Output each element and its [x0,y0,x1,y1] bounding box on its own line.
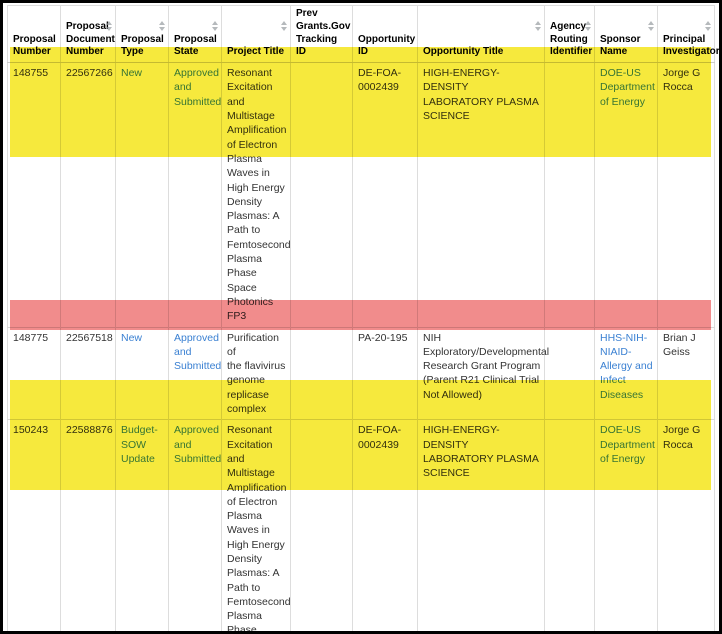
column-header-proposal-document-number[interactable]: Proposal Document Number [60,5,116,64]
proposal-document-number-value: 22567518 [66,331,113,344]
cell-proposal-type: New [115,326,169,420]
sort-icon[interactable] [106,21,113,31]
cell-opportunity-title: NIH Exploratory/Developmental Research G… [417,326,549,420]
column-header-project-title[interactable]: Project Title [221,5,291,64]
column-header-proposal-number: Proposal Number [7,5,61,64]
proposals-table-container: Proposal Number Proposal Document Number… [7,5,719,634]
column-header-label: Proposal Number [13,33,56,58]
sort-icon[interactable] [281,21,288,31]
opportunity-title-value: HIGH-ENERGY-DENSITY LABORATORY PLASMA SC… [423,424,539,480]
column-header-label: Project Title [227,46,285,58]
cell-prev-grants-gov-tracking-id [290,419,353,631]
opportunity-title-value: HIGH-ENERGY-DENSITY LABORATORY PLASMA SC… [423,67,539,123]
cell-proposal-type: Budget- SOW Update [115,419,169,631]
cell-sponsor-name: DOE-US Department of Energy [594,419,658,631]
cell-opportunity-title: HIGH-ENERGY-DENSITY LABORATORY PLASMA SC… [417,62,545,328]
column-header-opportunity-id: Opportunity ID [352,5,418,64]
cell-principal-investigator: Jorge G Rocca [657,419,715,631]
project-title-value: Resonant Excitation and Multistage Ampli… [227,424,291,634]
column-header-proposal-state[interactable]: Proposal State [168,5,222,64]
proposal-row: 148755 22567266 New Approved and Submitt… [7,62,715,328]
cell-project-title: Purification of the flavivirus genome re… [221,326,291,420]
cell-opportunity-id: PA-20-195 [352,326,418,420]
proposal-type-link[interactable]: New [121,331,143,344]
project-title-value: Purification of the flavivirus genome re… [227,331,286,416]
opportunity-title-value: NIH Exploratory/Developmental Research G… [423,331,550,401]
cell-sponsor-name: DOE-US Department of Energy [594,62,658,328]
cell-proposal-state: Approved and Submitted [168,419,222,631]
proposal-type-link[interactable]: Budget- SOW Update [121,424,158,465]
proposal-number-value: 150243 [13,424,49,437]
cell-proposal-state: Approved and Submitted [168,62,222,328]
column-header-label: Opportunity Title [423,46,504,58]
cell-sponsor-name: HHS-NIH- NIAID- Allergy and Infect Disea… [594,326,658,420]
sort-icon[interactable] [212,21,219,31]
sort-icon[interactable] [705,21,712,31]
cell-proposal-document-number: 22567518 [60,326,116,420]
column-header-opportunity-title[interactable]: Opportunity Title [417,5,545,64]
cell-proposal-document-number: 22588876 [60,419,116,631]
cell-proposal-number: 148775 [7,326,61,420]
project-title-value: Resonant Excitation and Multistage Ampli… [227,67,291,323]
column-header-proposal-type[interactable]: Proposal Type [115,5,169,64]
cell-principal-investigator: Brian J Geiss [657,326,715,420]
column-header-label: Proposal State [174,33,217,58]
cell-principal-investigator: Jorge G Rocca [657,62,715,328]
principal-investigator-value: Brian J Geiss [663,331,696,358]
proposal-row: 148775 22567518 New Approved and Submitt… [7,326,715,420]
cell-proposal-state: Approved and Submitted [168,326,222,420]
sort-icon[interactable] [159,21,166,31]
principal-investigator-value: Jorge G Rocca [663,67,701,94]
cell-agency-routing-identifier [544,326,595,420]
sponsor-name-link[interactable]: HHS-NIH- NIAID- Allergy and Infect Disea… [600,331,653,401]
proposal-number-value: 148775 [13,331,49,344]
cell-prev-grants-gov-tracking-id [290,62,353,328]
column-header-label: Prev Grants.Gov Tracking ID [296,8,351,58]
sort-icon[interactable] [585,21,592,31]
column-header-sponsor-name[interactable]: Sponsor Name [594,5,658,64]
cell-opportunity-id: DE-FOA- 0002439 [352,62,418,328]
sort-icon[interactable] [648,21,655,31]
proposal-state-link[interactable]: Approved and Submitted [174,424,222,465]
proposal-state-link[interactable]: Approved and Submitted [174,331,222,373]
column-header-label: Opportunity ID [358,33,416,58]
principal-investigator-value: Jorge G Rocca [663,424,701,451]
proposal-document-number-value: 22567266 [66,67,113,80]
proposals-table: Proposal Number Proposal Document Number… [7,5,719,634]
proposal-document-number-value: 22588876 [66,424,113,437]
column-header-agency-routing-identifier[interactable]: Agency Routing Identifier [544,5,595,64]
cell-agency-routing-identifier [544,419,595,631]
cell-proposal-number: 148755 [7,62,61,328]
sponsor-name-link[interactable]: DOE-US Department of Energy [600,424,655,465]
column-header-prev-grants-gov-tracking-id: Prev Grants.Gov Tracking ID [290,5,353,64]
sort-icon[interactable] [535,21,542,31]
cell-proposal-document-number: 22567266 [60,62,116,328]
opportunity-id-value: PA-20-195 [358,331,408,344]
cell-prev-grants-gov-tracking-id [290,326,353,420]
cell-agency-routing-identifier [544,62,595,328]
column-header-label: Proposal Type [121,33,164,58]
column-header-label: Principal Investigator [663,33,720,58]
proposal-number-value: 148755 [13,67,49,80]
cell-opportunity-id: DE-FOA- 0002439 [352,419,418,631]
header-row: Proposal Number Proposal Document Number… [7,5,719,64]
cell-opportunity-title: HIGH-ENERGY-DENSITY LABORATORY PLASMA SC… [417,419,545,631]
cell-project-title: Resonant Excitation and Multistage Ampli… [221,419,291,634]
opportunity-id-value: DE-FOA- 0002439 [358,424,402,451]
proposal-state-link[interactable]: Approved and Submitted [174,67,222,108]
sponsor-name-link[interactable]: DOE-US Department of Energy [600,67,655,108]
proposal-row: 150243 22588876 Budget- SOW Update Appro… [7,419,715,634]
cell-proposal-type: New [115,62,169,328]
proposal-type-link[interactable]: New [121,67,143,80]
opportunity-id-value: DE-FOA- 0002439 [358,67,402,94]
column-header-label: Sponsor Name [600,33,641,58]
cell-proposal-number: 150243 [7,419,61,631]
column-header-principal-investigator[interactable]: Principal Investigator [657,5,719,64]
cell-project-title: Resonant Excitation and Multistage Ampli… [221,62,291,328]
